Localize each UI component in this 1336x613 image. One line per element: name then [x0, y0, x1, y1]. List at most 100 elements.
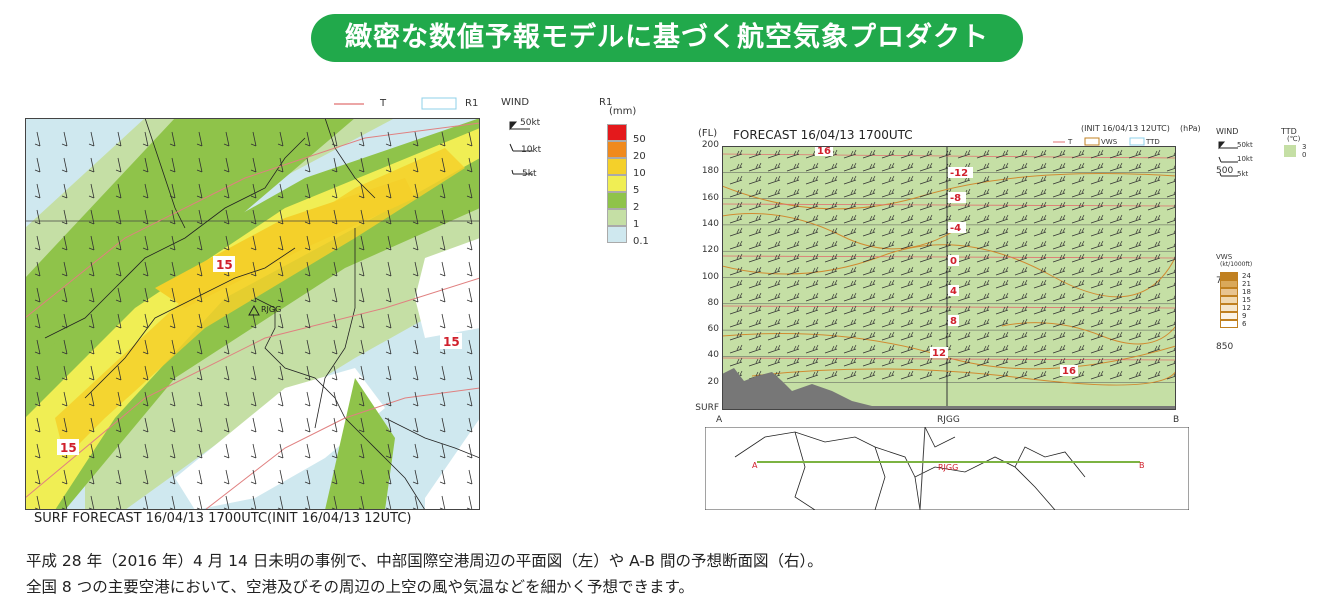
- wind-barb-icon: [805, 292, 819, 302]
- wind-barb-icon: [1052, 227, 1066, 237]
- wind-barb-icon: [169, 365, 176, 381]
- temperature-label: -8: [950, 193, 961, 204]
- wind-barb-icon: [938, 331, 952, 341]
- wind-barb-icon: [767, 344, 781, 354]
- wind-barb-icon: [331, 183, 338, 199]
- hpa-axis: 500700850: [1182, 140, 1233, 420]
- wind-5: 5kt: [1237, 170, 1249, 178]
- wind-barb-icon: [1090, 370, 1104, 380]
- wind-barb-icon: [412, 287, 419, 303]
- fl-tick: SURF: [695, 403, 719, 413]
- wind-barb-icon: [223, 339, 230, 355]
- legend-t: T: [1068, 138, 1073, 146]
- wind-barb-icon: [331, 417, 338, 433]
- wind-barb-icon: [1033, 240, 1047, 250]
- wind-barb-icon: [169, 261, 176, 277]
- wind-barb-icon: [34, 287, 41, 303]
- wind-barb-icon: [748, 188, 762, 198]
- wind-barb-icon: [805, 266, 819, 276]
- scale-label: 2: [633, 202, 640, 213]
- wind-barb-icon: [900, 149, 914, 159]
- wind-barb-icon: [786, 162, 800, 172]
- wind-barb-icon: [938, 214, 952, 224]
- wind-barb-icon: [900, 331, 914, 341]
- wind-barb-icon: [957, 370, 971, 380]
- wind-barb-icon: [900, 175, 914, 185]
- wind-barb-icon: [1052, 279, 1066, 289]
- wind-barb-icon: [1071, 227, 1085, 237]
- wind-barb-icon: [115, 391, 122, 407]
- wind-barb-icon: [976, 149, 990, 159]
- wind-barb-icon: [1128, 370, 1142, 380]
- wind-barb-icon: [1147, 240, 1161, 250]
- wind-barb-icon: [976, 175, 990, 185]
- wind-barb-icon: [824, 214, 838, 224]
- wind-barb-icon: [88, 157, 95, 173]
- wind-barb-icon: [919, 305, 933, 315]
- wind-barb-icon: [1109, 175, 1123, 185]
- wind-barb-icon: [995, 279, 1009, 289]
- wind-barb-icon: [142, 287, 149, 303]
- wind-barb-icon: [995, 201, 1009, 211]
- contour-label: 15: [60, 441, 77, 455]
- wind-barb-icon: [843, 370, 857, 380]
- wind-barb-icon: [250, 417, 257, 433]
- wind-barb-icon: [729, 266, 743, 276]
- wind-barb-icon: [304, 235, 311, 251]
- wind-barb-icon: [1014, 175, 1028, 185]
- wind-barb-icon: [412, 235, 419, 251]
- wind-barb-icon: [250, 157, 257, 173]
- wind-barb-icon: [1033, 331, 1047, 341]
- wind-barb-icon: [142, 261, 149, 277]
- wind-barb-icon: [957, 266, 971, 276]
- wind-barb-icon: [88, 365, 95, 381]
- vws-title: VWS: [1216, 253, 1233, 261]
- wind-barb-icon: [957, 253, 971, 263]
- wind-barb-icon: [1109, 162, 1123, 172]
- wind-barb-icon: [34, 417, 41, 433]
- wind-barb-icon: [1090, 162, 1104, 172]
- wind-barb-icon: [250, 339, 257, 355]
- wind-barb-icon: [1109, 370, 1123, 380]
- wind-barb-icon: [223, 391, 230, 407]
- wind-barb-icon: [919, 214, 933, 224]
- wind-barb-icon: [277, 261, 284, 277]
- wind-barb-icon: [862, 344, 876, 354]
- wind-barb-icon: [938, 279, 952, 289]
- wind-barb-icon: [786, 318, 800, 328]
- wind-barb-icon: [748, 240, 762, 250]
- wind-barb-icon: [277, 157, 284, 173]
- wind-barb-icon: [250, 365, 257, 381]
- wind-barb-icon: [786, 188, 800, 198]
- scale-unit: (mm): [609, 106, 637, 117]
- wind-barb-icon: [304, 157, 311, 173]
- wind-barb-icon: [115, 469, 122, 485]
- wind-barb-icon: [729, 188, 743, 198]
- wind-barb-icon: [1052, 240, 1066, 250]
- left-legend: [334, 97, 533, 175]
- wind-barb-icon: [995, 214, 1009, 224]
- wind-barb-icon: [919, 149, 933, 159]
- wind-barb-icon: [169, 417, 176, 433]
- fl-tick: 80: [707, 297, 719, 308]
- wind-50: 50kt: [1237, 141, 1253, 149]
- temperature-label: 16: [1062, 366, 1076, 377]
- wind-barb-icon: [1014, 279, 1028, 289]
- wind-barb-icon: [1109, 240, 1123, 250]
- wind-barb-icon: [995, 344, 1009, 354]
- wind-barb-icon: [1014, 227, 1028, 237]
- wind-barb-icon: [843, 240, 857, 250]
- wind-barb-icon: [250, 469, 257, 485]
- temperature-label: 8: [950, 316, 957, 327]
- wind-barb-icon: [115, 209, 122, 225]
- wind-barb-icon: [385, 339, 392, 355]
- wind-barb-icon: [748, 292, 762, 302]
- wind-barb-icon: [957, 305, 971, 315]
- wind-barb-icon: [862, 292, 876, 302]
- wind-barb-icon: [729, 292, 743, 302]
- wind-barb-icon: [439, 469, 446, 485]
- wind-barb-icon: [900, 253, 914, 263]
- wind-barb-icon: [304, 131, 311, 147]
- wind-barb-icon: [1147, 175, 1161, 185]
- hpa-tick: 850: [1216, 342, 1234, 352]
